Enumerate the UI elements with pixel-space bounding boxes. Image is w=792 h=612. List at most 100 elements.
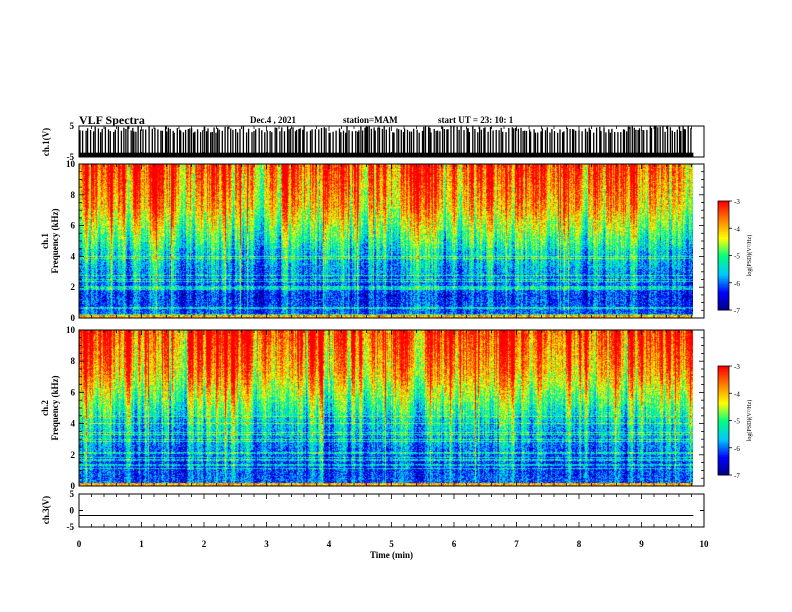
colorbar-swatch: [718, 424, 729, 427]
spectrogram-image: [79, 164, 693, 318]
y-axis-label: ch.2Frequency (kHz): [40, 375, 60, 440]
x-tick-label: 2: [202, 539, 207, 549]
colorbar-swatch: [718, 230, 729, 233]
colorbar-swatch: [718, 373, 729, 376]
colorbar-swatch: [718, 302, 729, 306]
colorbar-swatch: [718, 387, 729, 391]
colorbar-swatch: [718, 255, 729, 258]
colorbar-tick-label: -3: [734, 198, 740, 206]
ch1-waveform-panel: 5 -5 ch.1(V): [41, 121, 705, 162]
colorbar-swatch: [718, 402, 729, 405]
colorbar-swatch: [718, 273, 729, 276]
x-tick-label: 7: [514, 539, 519, 549]
colorbar-tick-label: -6: [734, 445, 740, 453]
colorbar-swatch: [718, 253, 729, 256]
y-tick-label: 4: [71, 251, 76, 261]
colorbar-swatch: [718, 295, 729, 298]
colorbar-swatch: [718, 420, 729, 423]
colorbar-swatch: [718, 433, 729, 436]
colorbar-swatch: [718, 469, 729, 472]
colorbar-swatch: [718, 409, 729, 412]
colorbar-swatch: [718, 369, 729, 372]
ch1-waveform-fill: [79, 152, 694, 157]
colorbar-swatch: [718, 438, 729, 441]
colorbar-swatch: [718, 215, 729, 218]
colorbar-swatch: [718, 436, 729, 440]
colorbar-swatch: [718, 202, 729, 206]
colorbar-swatch: [718, 400, 729, 403]
colorbar-swatch: [718, 384, 729, 387]
colorbar-tick-label: -7: [734, 307, 740, 315]
colorbar-swatch: [718, 407, 729, 411]
colorbar-swatch: [718, 422, 729, 425]
colorbar-swatch: [718, 211, 729, 215]
x-tick-label: 1: [139, 539, 144, 549]
ch1-spectrogram-panel: 0 2 4 6 8 10 ch.1Frequency (kHz): [40, 159, 705, 323]
colorbar-swatch: [718, 444, 729, 447]
colorbar-swatch: [718, 367, 729, 371]
colorbar-swatch: [718, 213, 729, 217]
colorbar-swatch: [718, 206, 729, 209]
colorbar-swatch: [718, 425, 729, 429]
colorbar-swatch: [718, 286, 729, 289]
colorbar-swatch: [718, 306, 729, 309]
colorbar-swatch: [718, 293, 729, 296]
colorbar-swatch: [718, 222, 729, 226]
colorbar-swatch: [718, 277, 729, 280]
colorbar-swatch: [718, 460, 729, 463]
colorbar-swatch: [718, 415, 729, 418]
colorbar-swatch: [718, 304, 729, 307]
y-axis-label: ch.3(V): [41, 496, 51, 524]
y-axis-label: ch.1Frequency (kHz): [40, 208, 60, 273]
ch1-waveform-line: [79, 126, 692, 157]
y-tick-label: 2: [71, 450, 76, 460]
colorbar-swatch: [718, 308, 729, 311]
colorbar-swatch: [718, 257, 729, 260]
colorbar-swatch: [718, 464, 729, 467]
start-time-label: start UT = 23: 10: 1: [438, 115, 514, 125]
colorbar-tick-label: -4: [734, 225, 740, 233]
colorbar-swatch: [718, 299, 729, 302]
colorbar-swatch: [718, 248, 729, 251]
y-axis-label-line2: Frequency (kHz): [50, 208, 60, 273]
colorbar-tick-label: -6: [734, 280, 740, 288]
station-label: station=MAM: [343, 115, 398, 125]
y-tick-label: 0: [71, 313, 76, 323]
colorbar-swatch: [718, 435, 729, 438]
colorbar-swatch: [718, 279, 729, 282]
colorbar-swatch: [718, 458, 729, 461]
colorbar-swatch: [718, 210, 729, 213]
colorbar-swatch: [718, 404, 729, 407]
colorbar-swatch: [718, 226, 729, 229]
colorbar-swatch: [718, 429, 729, 432]
colorbar-swatch: [718, 244, 729, 247]
colorbar-swatch: [718, 471, 729, 474]
colorbar-swatch: [718, 271, 729, 275]
colorbar-swatch: [718, 280, 729, 284]
x-tick-label: 8: [577, 539, 582, 549]
colorbar-swatch: [718, 389, 729, 392]
colorbar-swatch: [718, 382, 729, 385]
y-tick-label: -5: [67, 152, 75, 162]
colorbar-swatch: [718, 251, 729, 255]
colorbar-swatch: [718, 398, 729, 402]
colorbar-swatch: [718, 405, 729, 409]
colorbar-swatch: [718, 220, 729, 224]
colorbar-swatch: [718, 291, 729, 295]
x-axis-label: Time (min): [370, 550, 413, 560]
colorbar-tick-label: -5: [734, 418, 740, 426]
x-tick-label: 3: [264, 539, 269, 549]
colorbar-swatch: [718, 246, 729, 249]
colorbar-swatch: [718, 217, 729, 220]
colorbar-swatch: [718, 462, 729, 465]
colorbar-swatch: [718, 239, 729, 242]
colorbar-swatch: [718, 268, 729, 271]
y-tick-label: 4: [71, 419, 76, 429]
colorbar-swatch: [718, 228, 729, 231]
y-tick-label: 0: [71, 481, 76, 491]
colorbar-swatch: [718, 371, 729, 374]
colorbar-swatch: [718, 262, 729, 266]
y-tick-label: 6: [71, 221, 76, 231]
spectrogram-image: [79, 330, 693, 486]
